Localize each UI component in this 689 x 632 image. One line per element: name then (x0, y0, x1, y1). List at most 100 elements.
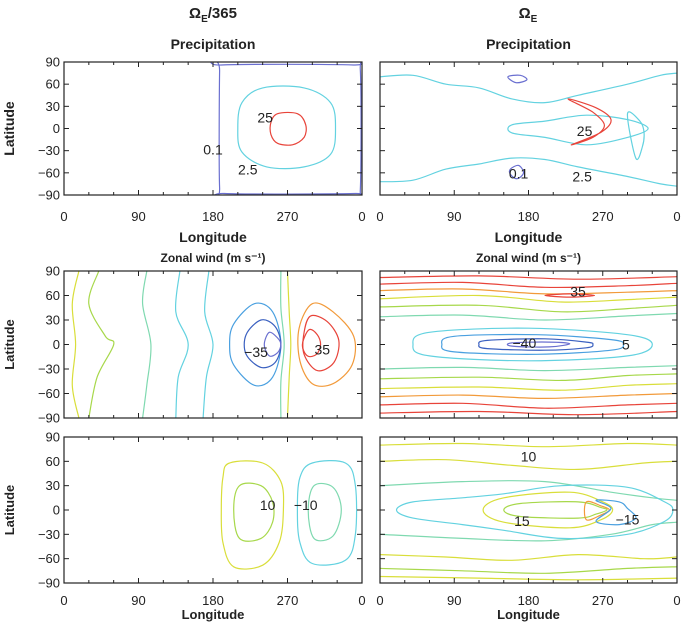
contour-group (220, 460, 358, 570)
x-tick-label: 270 (592, 209, 614, 224)
contour-line-e7 (302, 314, 340, 372)
panel-wind-right: 35 −40 5 Zonal wind (m s⁻¹) (379, 251, 678, 419)
contour-line-r11 (595, 499, 637, 526)
y-tick-label: 90 (46, 430, 60, 445)
contour-line-n3 (380, 288, 677, 295)
rotation-subscript-right: E (531, 14, 538, 25)
x-tick-label: 0 (60, 593, 67, 608)
column-header-right: ΩE (519, 5, 538, 25)
contour-line-n1 (380, 275, 677, 280)
contour-line-25 (567, 98, 612, 146)
contour-line-r6 (380, 566, 677, 574)
contour-line-s4 (380, 383, 677, 391)
contour-label: 10 (521, 448, 537, 464)
contour-line-s5 (380, 373, 677, 382)
y-axis-label: Latitude (1, 101, 17, 156)
contour-line-r5 (380, 553, 677, 561)
contour-label: 5 (622, 336, 630, 352)
y-tick-label: −30 (38, 143, 60, 158)
contour-line-w1 (71, 271, 80, 418)
y-tick-label: 0 (53, 337, 60, 352)
contour-line-r8 (482, 491, 614, 529)
panel-precip-right: 0 90 180 270 0 25 0.1 2.5 Precipitation Longitude (376, 36, 680, 245)
contour-line-e6 (297, 302, 357, 387)
y-tick-label: 90 (46, 264, 60, 279)
x-tick-label: 90 (131, 593, 145, 608)
contour-line-r2 (380, 458, 677, 471)
contour-label: 35 (314, 341, 330, 357)
rotation-subscript-left: E (201, 14, 208, 25)
contour-line-w4 (174, 271, 189, 418)
contour-line-c3 (478, 338, 594, 351)
rotation-symbol-right: Ω (519, 5, 531, 22)
contour-line-r4 (380, 521, 677, 542)
y-tick-label: 60 (46, 454, 60, 469)
contour-group (380, 72, 677, 187)
contour-line-n5 (380, 304, 677, 313)
contour-label: 25 (257, 110, 273, 126)
contour-line-s3 (380, 392, 677, 399)
x-tick-label: 0 (673, 593, 680, 608)
contour-label: 10 (260, 497, 276, 513)
y-tick-label: −90 (38, 411, 60, 426)
contour-line-r9 (503, 501, 608, 519)
contour-line-2.5a (380, 72, 677, 104)
x-axis-label: Longitude (179, 229, 247, 245)
contour-line-r12 (395, 484, 674, 540)
contour-label: 15 (514, 513, 530, 529)
x-tick-label: 270 (277, 209, 299, 224)
contour-line-n4 (380, 294, 677, 303)
x-tick-label: 90 (447, 209, 461, 224)
contour-line-b1 (220, 460, 285, 570)
contour-line-c1 (412, 327, 653, 362)
contour-group (380, 442, 677, 581)
y-tick-label: −90 (38, 576, 60, 591)
contour-label: 0.1 (203, 141, 223, 157)
contour-line-b3 (296, 460, 358, 566)
contour-line-2.5 (237, 85, 337, 170)
contour-line-w7 (243, 319, 282, 369)
panel-bottom-right: 0 90 180 270 0 10 15 −15 Longitude (376, 436, 681, 622)
contour-label: −10 (294, 497, 318, 513)
contour-line-e8 (301, 328, 322, 358)
y-tick-label: 30 (46, 478, 60, 493)
contour-line-c4 (506, 341, 571, 348)
contour-line-2.5d (626, 111, 645, 160)
y-axis-label: Latitude (2, 319, 17, 370)
contour-line-0.1b (507, 74, 528, 84)
contour-group (380, 275, 677, 416)
panel-precip-left: 0 90 180 270 0−90−60−3003060900.12.525Precip… (1, 36, 366, 245)
rotation-suffix-left: /365 (208, 5, 237, 22)
contour-line-w3 (141, 271, 152, 418)
y-tick-label: 0 (53, 503, 60, 518)
contour-line-c2 (441, 333, 625, 355)
contour-label: −35 (244, 344, 268, 360)
contour-line-r3 (380, 480, 677, 501)
y-axis-label: Latitude (2, 485, 17, 536)
contour-label: −15 (616, 512, 640, 528)
x-axis-label: Longitude (182, 607, 245, 622)
panel-title: Precipitation (171, 36, 256, 52)
x-tick-label: 180 (518, 209, 540, 224)
contour-line-0.1 (210, 62, 362, 195)
contour-label: 25 (577, 123, 593, 139)
plot-frame (379, 61, 678, 196)
contour-group (210, 62, 362, 195)
y-tick-label: 60 (46, 77, 60, 92)
x-tick-label: 90 (131, 209, 145, 224)
x-tick-label: 0 (60, 209, 67, 224)
contour-label: −40 (513, 335, 537, 351)
panel-wind-left: −90 −60 −30 0 30 60 90 −35 35 Zonal wind (m s⁻¹) L… (2, 251, 363, 426)
y-tick-label: 30 (46, 313, 60, 328)
x-axis-label: Longitude (497, 607, 560, 622)
x-tick-label: 0 (358, 209, 365, 224)
contour-line-s6 (380, 365, 677, 372)
contour-line-b4 (307, 482, 342, 542)
x-tick-label: 0 (376, 593, 383, 608)
contour-line-b2 (233, 482, 275, 542)
x-tick-label: 180 (202, 209, 224, 224)
contour-line-m2 (280, 271, 285, 418)
y-tick-label: −30 (38, 362, 60, 377)
contour-line-0.1 (508, 164, 525, 180)
